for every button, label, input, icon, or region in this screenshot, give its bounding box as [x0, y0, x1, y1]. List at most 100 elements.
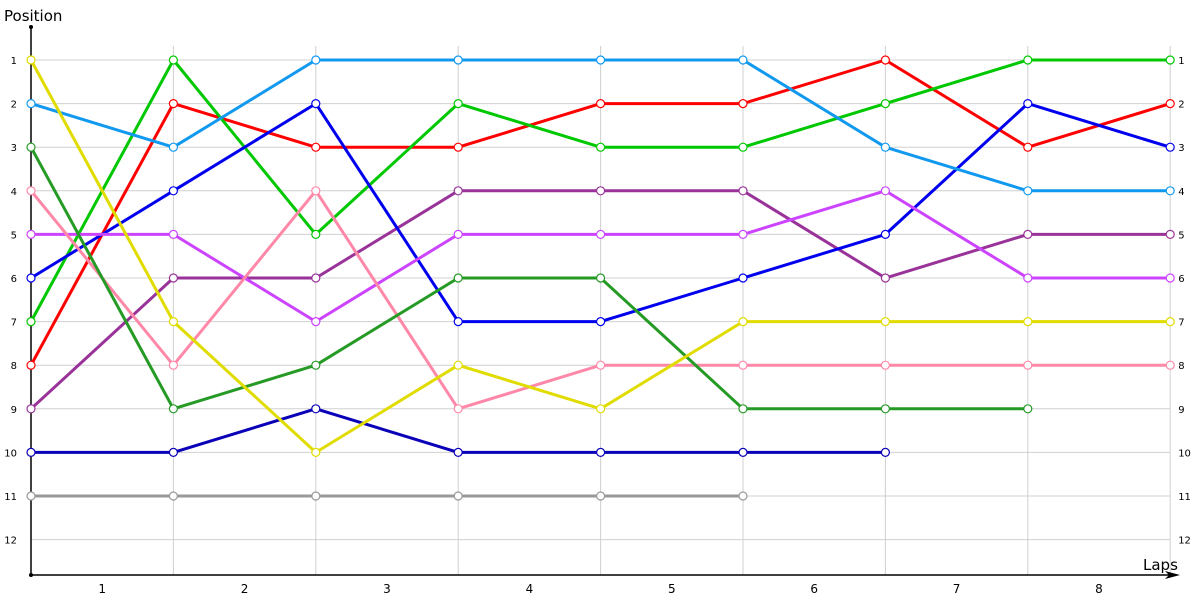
- y-tick-label-right: 5: [1178, 230, 1184, 241]
- data-point-marker: [595, 229, 606, 239]
- y-tick-label-right: 6: [1178, 274, 1184, 285]
- y-tick-label-left: 9: [11, 405, 17, 416]
- data-point-marker: [1023, 55, 1033, 65]
- data-point-marker: [1023, 186, 1033, 196]
- data-point-marker: [1165, 55, 1175, 65]
- series-navy: [26, 404, 891, 457]
- y-tick-label-left: 12: [4, 536, 17, 547]
- y-axis-title: Position: [4, 7, 62, 25]
- data-point-marker: [595, 404, 606, 414]
- y-axis-end-dot: [29, 25, 33, 29]
- data-point-marker: [595, 142, 606, 152]
- data-point-marker: [880, 229, 891, 239]
- data-point-marker: [26, 186, 36, 196]
- data-point-marker: [1165, 360, 1175, 370]
- data-point-marker: [453, 55, 463, 65]
- x-tick-label: 6: [810, 582, 818, 596]
- data-point-marker: [880, 55, 891, 65]
- data-point-marker: [311, 317, 321, 327]
- data-point-marker: [26, 317, 36, 327]
- data-point-marker: [595, 360, 606, 370]
- series-gray: [26, 491, 748, 501]
- y-tick-label-left: 7: [11, 318, 17, 329]
- x-axis-title: Laps: [1143, 556, 1178, 574]
- data-point-marker: [880, 273, 891, 283]
- data-point-marker: [168, 98, 178, 109]
- data-point-marker: [595, 273, 606, 283]
- data-point-marker: [1023, 360, 1033, 370]
- x-tick-label: 1: [98, 582, 106, 596]
- data-point-marker: [595, 491, 606, 501]
- data-point-marker: [453, 404, 463, 414]
- data-point-marker: [1023, 142, 1033, 152]
- data-point-marker: [26, 447, 36, 457]
- y-tick-label-right: 1: [1178, 56, 1184, 67]
- data-point-marker: [311, 229, 321, 239]
- x-tick-label: 8: [1095, 582, 1103, 596]
- series-pink: [26, 186, 1175, 414]
- y-tick-label-left: 11: [4, 492, 17, 503]
- data-point-marker: [453, 317, 463, 327]
- y-tick-label-right: 9: [1178, 405, 1184, 416]
- data-point-marker: [880, 317, 891, 327]
- data-point-marker: [26, 491, 36, 501]
- y-tick-label-right: 10: [1178, 448, 1191, 459]
- data-point-marker: [168, 55, 178, 65]
- data-point-marker: [168, 447, 178, 457]
- data-point-marker: [738, 491, 748, 501]
- x-tick-label: 7: [953, 582, 961, 596]
- data-point-marker: [26, 142, 36, 152]
- series-magenta: [26, 186, 1175, 327]
- data-point-marker: [168, 491, 178, 501]
- data-point-marker: [453, 186, 463, 196]
- data-point-marker: [738, 142, 748, 152]
- x-tick-label: 3: [383, 582, 391, 596]
- series-yellow: [26, 55, 1175, 457]
- y-tick-label-right: 8: [1178, 361, 1184, 372]
- data-point-marker: [26, 55, 36, 65]
- data-point-marker: [738, 404, 748, 414]
- data-point-marker: [738, 55, 748, 65]
- data-point-marker: [738, 229, 748, 239]
- data-point-marker: [1023, 317, 1033, 327]
- data-point-marker: [1165, 98, 1175, 109]
- data-point-marker: [26, 98, 36, 109]
- data-point-marker: [1165, 229, 1175, 239]
- data-point-marker: [880, 360, 891, 370]
- data-point-marker: [311, 404, 321, 414]
- data-point-marker: [311, 142, 321, 152]
- data-point-marker: [311, 186, 321, 196]
- data-point-marker: [311, 55, 321, 65]
- data-point-marker: [595, 55, 606, 65]
- origin-dot: [29, 573, 33, 577]
- y-tick-label-left: 3: [11, 143, 17, 154]
- data-point-marker: [1165, 317, 1175, 327]
- data-point-marker: [880, 404, 891, 414]
- data-point-marker: [738, 360, 748, 370]
- data-point-marker: [168, 186, 178, 196]
- y-tick-label-left: 8: [11, 361, 17, 372]
- y-tick-label-right: 4: [1178, 187, 1184, 198]
- data-point-marker: [168, 317, 178, 327]
- series-blue: [26, 98, 1175, 327]
- data-point-marker: [26, 404, 36, 414]
- y-tick-label-right: 11: [1178, 492, 1191, 503]
- data-point-marker: [453, 229, 463, 239]
- data-point-marker: [453, 98, 463, 109]
- data-point-marker: [738, 447, 748, 457]
- data-point-marker: [880, 142, 891, 152]
- x-tick-label: 5: [668, 582, 676, 596]
- data-point-marker: [1023, 273, 1033, 283]
- series-dark-green: [26, 142, 1033, 414]
- data-point-marker: [738, 273, 748, 283]
- data-point-marker: [880, 98, 891, 109]
- data-point-marker: [168, 404, 178, 414]
- y-tick-label-left: 4: [11, 187, 17, 198]
- data-point-marker: [595, 186, 606, 196]
- data-point-marker: [26, 229, 36, 239]
- x-axis-arrow-icon: [1165, 571, 1180, 579]
- data-point-marker: [1023, 404, 1033, 414]
- data-point-marker: [595, 317, 606, 327]
